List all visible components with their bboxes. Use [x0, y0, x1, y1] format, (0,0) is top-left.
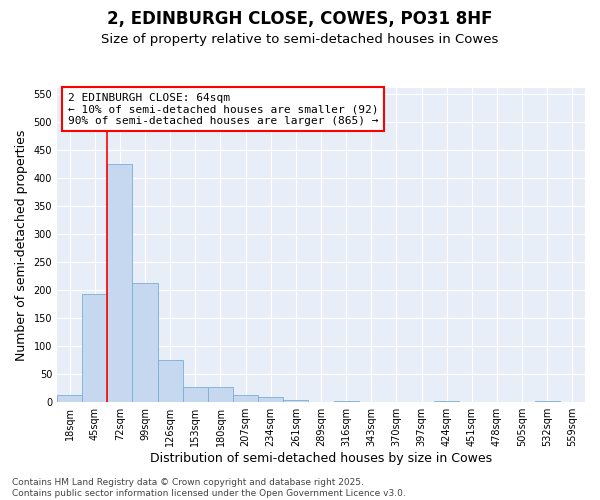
Bar	[183, 387, 208, 402]
Text: 2 EDINBURGH CLOSE: 64sqm
← 10% of semi-detached houses are smaller (92)
90% of s: 2 EDINBURGH CLOSE: 64sqm ← 10% of semi-d…	[68, 92, 378, 126]
Bar	[208, 387, 233, 402]
Bar	[283, 400, 308, 402]
Bar	[334, 400, 359, 402]
Bar	[535, 400, 560, 402]
Bar	[82, 294, 107, 402]
Y-axis label: Number of semi-detached properties: Number of semi-detached properties	[15, 130, 28, 361]
X-axis label: Distribution of semi-detached houses by size in Cowes: Distribution of semi-detached houses by …	[150, 452, 492, 465]
Bar	[233, 396, 258, 402]
Bar	[434, 400, 459, 402]
Bar	[158, 360, 183, 402]
Bar	[133, 284, 158, 402]
Bar	[57, 395, 82, 402]
Text: Contains HM Land Registry data © Crown copyright and database right 2025.
Contai: Contains HM Land Registry data © Crown c…	[12, 478, 406, 498]
Text: Size of property relative to semi-detached houses in Cowes: Size of property relative to semi-detach…	[101, 32, 499, 46]
Text: 2, EDINBURGH CLOSE, COWES, PO31 8HF: 2, EDINBURGH CLOSE, COWES, PO31 8HF	[107, 10, 493, 28]
Bar	[258, 397, 283, 402]
Bar	[107, 164, 133, 402]
